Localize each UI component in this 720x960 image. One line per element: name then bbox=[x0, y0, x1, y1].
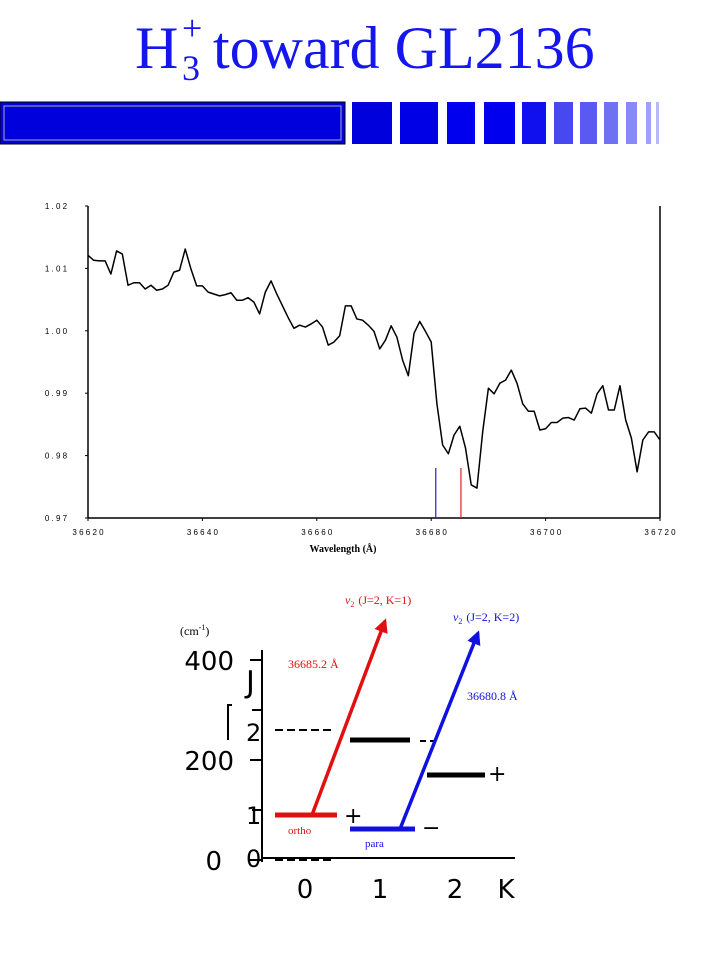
energy-tick: 0 bbox=[205, 847, 222, 877]
sign: + bbox=[488, 762, 506, 787]
bar-block bbox=[400, 102, 438, 144]
x-tick-label: 3 6 7 2 0 bbox=[644, 528, 676, 537]
transition-text: (J=2, K=2) bbox=[466, 610, 519, 624]
wavelength-label: 36685.2 Å bbox=[288, 657, 339, 671]
y-tick-label: 0 . 9 7 bbox=[45, 514, 68, 523]
j-level: 0 bbox=[246, 845, 261, 873]
signs: + − + bbox=[344, 762, 506, 841]
x-tick-label: 3 6 6 6 0 bbox=[301, 528, 333, 537]
title: H + 3 toward GL2136 bbox=[135, 8, 595, 88]
bar-block bbox=[656, 102, 659, 144]
ortho-label: ortho bbox=[288, 825, 312, 837]
title-sup: + bbox=[182, 8, 202, 48]
title-base: H bbox=[135, 15, 178, 81]
title-sub: 3 bbox=[182, 48, 200, 88]
j-labels: J 2 1 0 bbox=[244, 665, 261, 873]
bar-block bbox=[646, 102, 651, 144]
energy-ticks: 400 200 0 bbox=[184, 647, 234, 877]
bar-block bbox=[484, 102, 515, 144]
level-diagram: (cm-1) 400 200 0 J 2 1 0 0 1 2 K bbox=[180, 593, 519, 905]
bar-block bbox=[554, 102, 573, 144]
k-value: 2 bbox=[447, 875, 464, 905]
k-labels: 0 1 2 K bbox=[297, 875, 516, 905]
bar-block bbox=[626, 102, 637, 144]
energy-tick-marks bbox=[227, 659, 262, 861]
x-tick-label: 3 6 7 0 0 bbox=[530, 528, 562, 537]
transition-label: ν2 (J=2, K=2) bbox=[453, 610, 519, 626]
nu-sub: 2 bbox=[350, 600, 354, 609]
nu: ν bbox=[345, 593, 351, 607]
bar-block bbox=[580, 102, 597, 144]
bar-block bbox=[604, 102, 618, 144]
transition-arrow bbox=[398, 630, 481, 830]
y-tick-label: 1 . 0 2 bbox=[45, 202, 68, 211]
nu: ν bbox=[453, 610, 459, 624]
bracket bbox=[227, 704, 232, 740]
bar-block bbox=[522, 102, 546, 144]
header-bar bbox=[0, 101, 659, 145]
x-tick-label: 3 6 6 2 0 bbox=[72, 528, 104, 537]
j-axis-label: J bbox=[244, 665, 255, 700]
y-tick-label: 0 . 9 8 bbox=[45, 452, 68, 461]
transition-label: ν2 (J=2, K=1) bbox=[345, 593, 411, 609]
unit-sup: -1 bbox=[199, 623, 206, 632]
j-level: 1 bbox=[246, 802, 261, 830]
bar-block bbox=[352, 102, 392, 144]
wavelength-label: 36680.8 Å bbox=[467, 689, 518, 703]
unit-text: (cm bbox=[180, 624, 199, 638]
x-axis-label: Wavelength (Å) bbox=[310, 543, 377, 555]
energy-unit: (cm-1) bbox=[180, 623, 209, 638]
spectrum-line bbox=[87, 248, 661, 489]
k-axis-label: K bbox=[497, 875, 515, 905]
title-rest: toward GL2136 bbox=[213, 15, 595, 81]
unit-close: ) bbox=[205, 624, 209, 638]
j-level: 2 bbox=[246, 719, 261, 747]
x-tick-label: 3 6 6 4 0 bbox=[187, 528, 219, 537]
y-tick-label: 1 . 0 1 bbox=[45, 264, 68, 273]
y-tick-label: 0 . 9 9 bbox=[45, 389, 68, 398]
y-tick-label: 1 . 0 0 bbox=[45, 327, 68, 336]
spectrum-chart: Wavelength (Å) 0 . 9 7 0 . 9 8 0 . 9 9 1 . … bbox=[45, 202, 676, 555]
x-tick-label: 3 6 6 8 0 bbox=[416, 528, 448, 537]
energy-tick: 200 bbox=[184, 747, 234, 777]
k-value: 1 bbox=[372, 875, 389, 905]
para-label: para bbox=[365, 838, 384, 850]
nu-sub: 2 bbox=[458, 617, 462, 626]
sign: − bbox=[422, 816, 440, 841]
bar-block bbox=[0, 101, 346, 145]
bar-block bbox=[3, 105, 342, 141]
bar-block bbox=[447, 102, 475, 144]
transition-text: (J=2, K=1) bbox=[358, 593, 411, 607]
k-value: 0 bbox=[297, 875, 314, 905]
energy-tick: 400 bbox=[184, 647, 234, 677]
sign: + bbox=[344, 804, 362, 829]
transition-arrow bbox=[310, 618, 388, 816]
